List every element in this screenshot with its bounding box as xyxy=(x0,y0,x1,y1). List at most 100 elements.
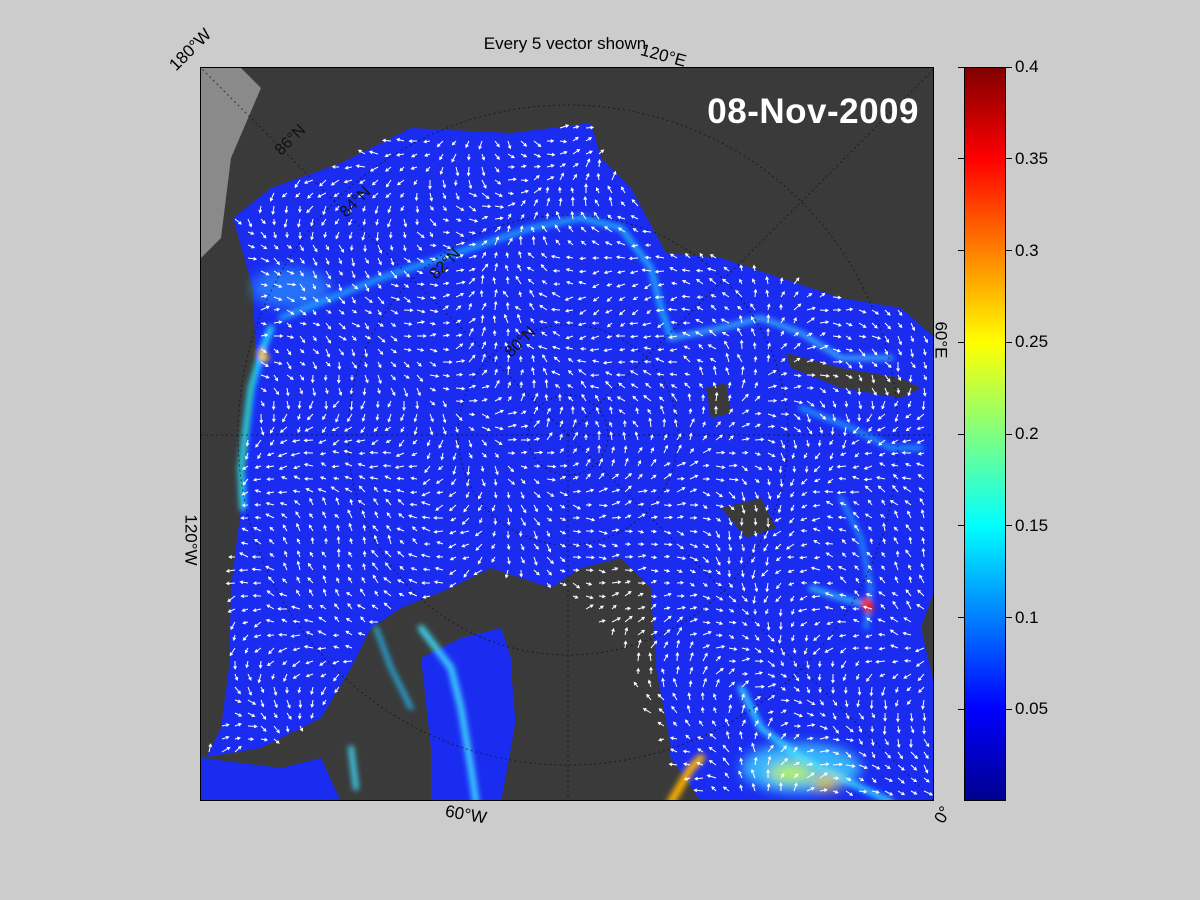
drift-vector xyxy=(754,423,761,428)
drift-vector xyxy=(533,491,541,498)
drift-vector xyxy=(396,179,405,186)
drift-vector xyxy=(455,372,464,377)
drift-vector xyxy=(884,322,892,330)
drift-vector xyxy=(728,582,733,588)
drift-vector xyxy=(438,439,444,449)
drift-vector xyxy=(364,309,373,314)
drift-vector xyxy=(415,218,419,226)
drift-vector xyxy=(845,374,853,379)
drift-vector xyxy=(506,491,511,499)
drift-vector xyxy=(400,205,405,212)
drift-vector xyxy=(724,306,730,311)
drift-vector xyxy=(436,541,444,545)
drift-vector xyxy=(766,517,771,528)
drift-vector xyxy=(331,165,340,169)
drift-vector xyxy=(702,595,711,600)
drift-vector xyxy=(694,331,704,337)
drift-vector xyxy=(780,452,786,462)
drift-vector xyxy=(403,322,413,326)
drift-vector xyxy=(305,488,314,493)
drift-vector xyxy=(252,608,262,612)
drift-vector xyxy=(741,478,747,486)
drift-vector xyxy=(621,186,626,194)
drift-vector xyxy=(551,345,561,350)
drift-vector xyxy=(351,296,356,304)
drift-vector xyxy=(715,655,721,662)
drift-vector xyxy=(520,517,526,527)
drift-vector xyxy=(622,431,626,441)
drift-vector xyxy=(698,720,704,727)
drift-vector xyxy=(296,522,301,532)
drift-vector xyxy=(839,576,847,584)
drift-vector xyxy=(408,139,418,143)
drift-vector xyxy=(662,418,667,428)
drift-vector xyxy=(351,309,358,314)
drift-vector xyxy=(909,738,913,749)
drift-vector xyxy=(297,413,301,421)
drift-vector xyxy=(580,226,587,233)
drift-vector xyxy=(273,712,278,719)
drift-vector xyxy=(676,569,683,573)
drift-vector xyxy=(766,782,771,792)
drift-vector xyxy=(637,513,646,519)
drift-vector xyxy=(819,413,827,420)
drift-vector xyxy=(879,673,886,677)
drift-vector xyxy=(253,621,262,628)
drift-vector xyxy=(297,712,302,720)
drift-vector xyxy=(452,465,457,476)
drift-vector xyxy=(416,270,424,275)
drift-vector xyxy=(493,300,498,311)
drift-vector xyxy=(415,205,420,214)
drift-vector xyxy=(468,242,477,247)
drift-vector xyxy=(841,552,847,558)
drift-vector xyxy=(572,489,582,494)
drift-vector xyxy=(468,354,476,363)
drift-vector xyxy=(605,380,613,389)
drift-vector xyxy=(283,536,288,545)
drift-vector xyxy=(273,257,281,266)
drift-vector xyxy=(671,392,678,402)
drift-vector xyxy=(481,192,490,200)
drift-vector xyxy=(620,201,626,207)
drift-vector xyxy=(491,504,496,512)
drift-vector xyxy=(852,511,860,519)
drift-vector xyxy=(344,165,353,170)
drift-vector xyxy=(344,426,353,432)
drift-vector xyxy=(832,712,837,721)
drift-vector xyxy=(724,772,730,779)
drift-vector xyxy=(741,582,746,592)
drift-vector xyxy=(310,699,315,708)
drift-vector xyxy=(388,231,393,239)
drift-vector xyxy=(362,536,367,545)
drift-vector xyxy=(303,645,314,649)
drift-vector xyxy=(851,552,860,558)
drift-vector xyxy=(468,452,473,459)
drift-vector xyxy=(308,513,314,519)
drift-vector xyxy=(845,307,854,312)
drift-vector xyxy=(793,761,801,766)
drift-vector xyxy=(644,243,652,247)
drift-vector xyxy=(832,699,838,707)
drift-vector xyxy=(689,474,699,480)
drift-vector xyxy=(676,530,685,536)
drift-vector xyxy=(819,762,830,767)
drift-vector xyxy=(554,384,561,389)
drift-vector xyxy=(507,381,512,389)
drift-vector xyxy=(778,608,783,617)
drift-vector xyxy=(708,277,717,285)
drift-vector xyxy=(854,452,860,458)
drift-vector xyxy=(779,277,784,285)
drift-vector xyxy=(436,490,444,495)
drift-vector xyxy=(641,268,652,272)
drift-vector xyxy=(767,398,778,403)
drift-vector xyxy=(767,710,774,715)
drift-vector xyxy=(325,270,331,280)
drift-vector xyxy=(842,439,847,450)
drift-vector xyxy=(478,491,483,500)
drift-vector xyxy=(546,582,552,589)
drift-vector xyxy=(254,515,262,520)
drift-vector xyxy=(403,283,410,288)
drift-vector xyxy=(260,348,267,353)
drift-vector xyxy=(580,380,587,389)
drift-vector xyxy=(722,757,730,766)
